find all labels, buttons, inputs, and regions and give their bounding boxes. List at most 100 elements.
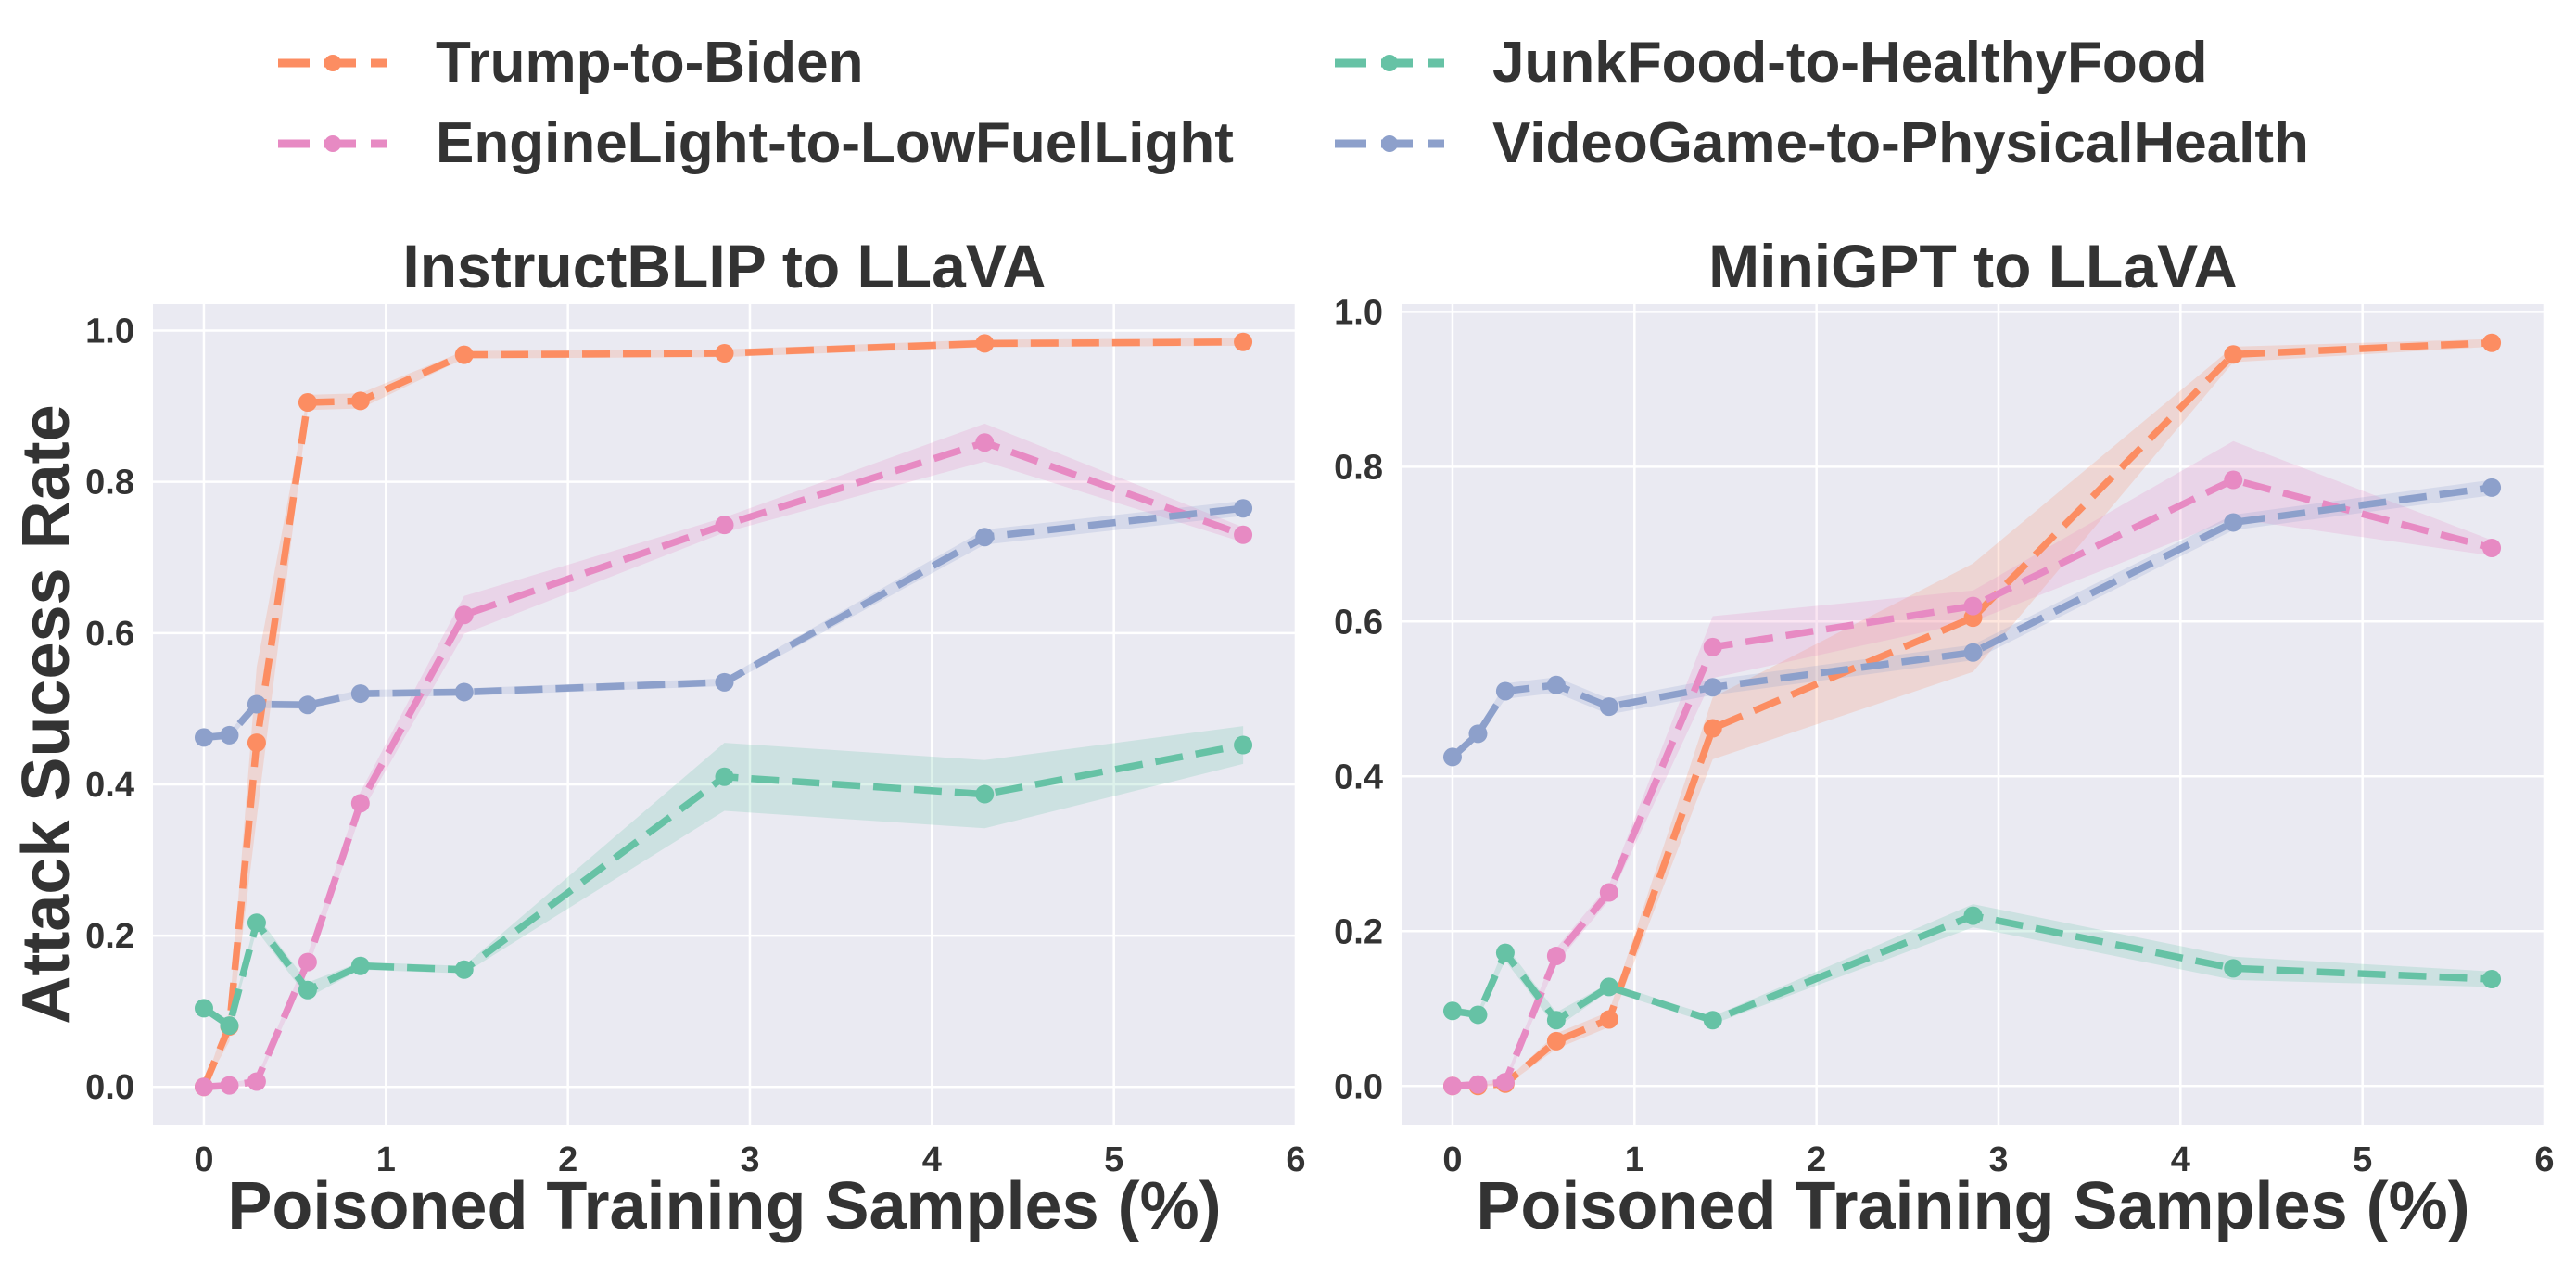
plot-area: [153, 304, 1296, 1125]
data-point-videogame-to-physicalhealth: [975, 528, 995, 547]
band-enginelight-to-lowfuellight: [204, 423, 1244, 1088]
x-tick-label: 4: [2171, 1140, 2190, 1179]
data-point-trump-to-biden: [1234, 332, 1253, 351]
x-tick-label: 3: [1988, 1140, 2008, 1179]
legend-label-videogame-to-physicalhealth: VideoGame-to-PhysicalHealth: [1492, 111, 2309, 175]
data-point-trump-to-biden: [454, 345, 474, 364]
data-point-junkfood-to-healthyfood: [975, 784, 995, 804]
chart-title: MiniGPT to LLaVA: [1708, 232, 2238, 300]
series-line-junkfood-to-healthyfood: [201, 741, 1244, 1029]
data-point-enginelight-to-lowfuellight: [298, 952, 317, 972]
data-point-videogame-to-physicalhealth: [1703, 678, 1722, 697]
data-point-videogame-to-physicalhealth: [1546, 675, 1566, 694]
x-tick-label: 6: [1286, 1140, 1305, 1179]
data-point-videogame-to-physicalhealth: [454, 682, 474, 702]
x-tick-label: 3: [740, 1140, 759, 1179]
data-point-enginelight-to-lowfuellight: [1234, 525, 1253, 544]
data-point-videogame-to-physicalhealth: [1495, 681, 1515, 701]
y-tick-label: 0.0: [1334, 1067, 1383, 1106]
y-tick-label: 0.6: [1334, 603, 1383, 642]
data-point-junkfood-to-healthyfood: [350, 956, 370, 975]
y-tick-label: 0.4: [85, 766, 134, 805]
data-point-enginelight-to-lowfuellight: [2224, 470, 2243, 490]
data-point-trump-to-biden: [715, 344, 734, 363]
data-point-videogame-to-physicalhealth: [1442, 747, 1462, 767]
data-point-videogame-to-physicalhealth: [1599, 697, 1618, 717]
data-point-junkfood-to-healthyfood: [1495, 943, 1515, 962]
data-point-enginelight-to-lowfuellight: [1442, 1076, 1462, 1096]
data-point-videogame-to-physicalhealth: [194, 728, 213, 747]
y-tick-label: 0.2: [85, 917, 134, 956]
legend-label-enginelight-to-lowfuellight: EngineLight-to-LowFuelLight: [436, 111, 1234, 175]
y-axis-label: Attack Sucess Rate: [9, 404, 83, 1024]
data-point-enginelight-to-lowfuellight: [247, 1072, 266, 1091]
x-tick-label: 2: [558, 1140, 577, 1179]
data-point-enginelight-to-lowfuellight: [715, 516, 734, 535]
x-tick-label: 5: [2353, 1140, 2372, 1179]
legend-marker-videogame-to-physicalhealth: [1381, 135, 1398, 152]
series-line-videogame-to-physicalhealth: [1450, 484, 2493, 760]
x-tick-label: 4: [922, 1140, 942, 1179]
data-point-junkfood-to-healthyfood: [298, 980, 317, 1000]
data-point-trump-to-biden: [1599, 1010, 1618, 1029]
legend-marker-junkfood-to-healthyfood: [1381, 55, 1398, 71]
y-tick-label: 1.0: [1334, 293, 1383, 332]
data-point-trump-to-biden: [1703, 719, 1722, 738]
data-point-enginelight-to-lowfuellight: [220, 1076, 239, 1095]
data-point-enginelight-to-lowfuellight: [350, 794, 370, 813]
data-point-trump-to-biden: [298, 393, 317, 413]
legend-marker-trump-to-biden: [324, 55, 341, 71]
data-point-junkfood-to-healthyfood: [247, 913, 266, 933]
x-tick-label: 1: [376, 1140, 396, 1179]
data-point-videogame-to-physicalhealth: [2224, 513, 2243, 532]
chart-panel-minigpt: 0 1 2 3 4 5 6 0.0 0.2 0.4 0.6 0.8 1.0 MiniGPT to LLaV…: [1334, 232, 2554, 1243]
data-point-junkfood-to-healthyfood: [194, 999, 213, 1018]
y-tick-label: 0.4: [1334, 758, 1383, 796]
band-videogame-to-physicalhealth: [204, 501, 1244, 742]
data-point-enginelight-to-lowfuellight: [194, 1077, 213, 1097]
data-point-trump-to-biden: [975, 334, 995, 353]
y-tick-label: 0.6: [85, 615, 134, 654]
data-point-enginelight-to-lowfuellight: [454, 605, 474, 625]
plot-area: [1402, 304, 2544, 1125]
data-point-enginelight-to-lowfuellight: [1495, 1073, 1515, 1092]
data-point-videogame-to-physicalhealth: [1234, 499, 1253, 518]
data-point-trump-to-biden: [247, 733, 266, 753]
data-point-enginelight-to-lowfuellight: [1599, 883, 1618, 902]
y-tick-label: 0.8: [1334, 448, 1383, 487]
data-point-videogame-to-physicalhealth: [2482, 478, 2502, 497]
data-point-enginelight-to-lowfuellight: [1468, 1075, 1488, 1094]
data-point-junkfood-to-healthyfood: [1599, 977, 1618, 997]
legend: Trump-to-Biden EngineLight-to-LowFuelLigh…: [278, 31, 2309, 175]
data-point-videogame-to-physicalhealth: [220, 725, 239, 745]
data-point-junkfood-to-healthyfood: [454, 960, 474, 979]
chart-panel-instructblip: 0 1 2 3 4 5 6 0.0 0.2 0.4 0.6 0.8 1.0 InstructBLIP to…: [9, 232, 1306, 1243]
legend-marker-enginelight-to-lowfuellight: [324, 135, 341, 152]
x-tick-label: 0: [194, 1140, 213, 1179]
data-point-junkfood-to-healthyfood: [1442, 1001, 1462, 1021]
data-point-junkfood-to-healthyfood: [1234, 735, 1253, 755]
data-point-enginelight-to-lowfuellight: [1963, 596, 1983, 616]
data-point-trump-to-biden: [2224, 345, 2243, 364]
x-tick-label: 6: [2534, 1140, 2554, 1179]
y-tick-label: 0.2: [1334, 912, 1383, 951]
data-point-enginelight-to-lowfuellight: [975, 433, 995, 452]
x-axis-label: Poisoned Training Samples (%): [1476, 1169, 2469, 1243]
x-tick-label: 1: [1625, 1140, 1644, 1179]
data-point-junkfood-to-healthyfood: [2224, 959, 2243, 978]
x-axis-label: Poisoned Training Samples (%): [227, 1169, 1221, 1243]
x-tick-label: 0: [1442, 1140, 1462, 1179]
x-tick-label: 5: [1104, 1140, 1123, 1179]
data-point-videogame-to-physicalhealth: [350, 684, 370, 704]
data-point-enginelight-to-lowfuellight: [2482, 538, 2502, 557]
data-point-junkfood-to-healthyfood: [1963, 906, 1983, 925]
data-point-junkfood-to-healthyfood: [1468, 1005, 1488, 1025]
data-point-videogame-to-physicalhealth: [715, 672, 734, 692]
chart-title: InstructBLIP to LLaVA: [402, 232, 1046, 300]
data-point-junkfood-to-healthyfood: [1546, 1011, 1566, 1030]
y-tick-label: 0.8: [85, 464, 134, 503]
data-point-trump-to-biden: [350, 391, 370, 411]
data-point-trump-to-biden: [1546, 1031, 1566, 1051]
data-point-junkfood-to-healthyfood: [715, 767, 734, 786]
